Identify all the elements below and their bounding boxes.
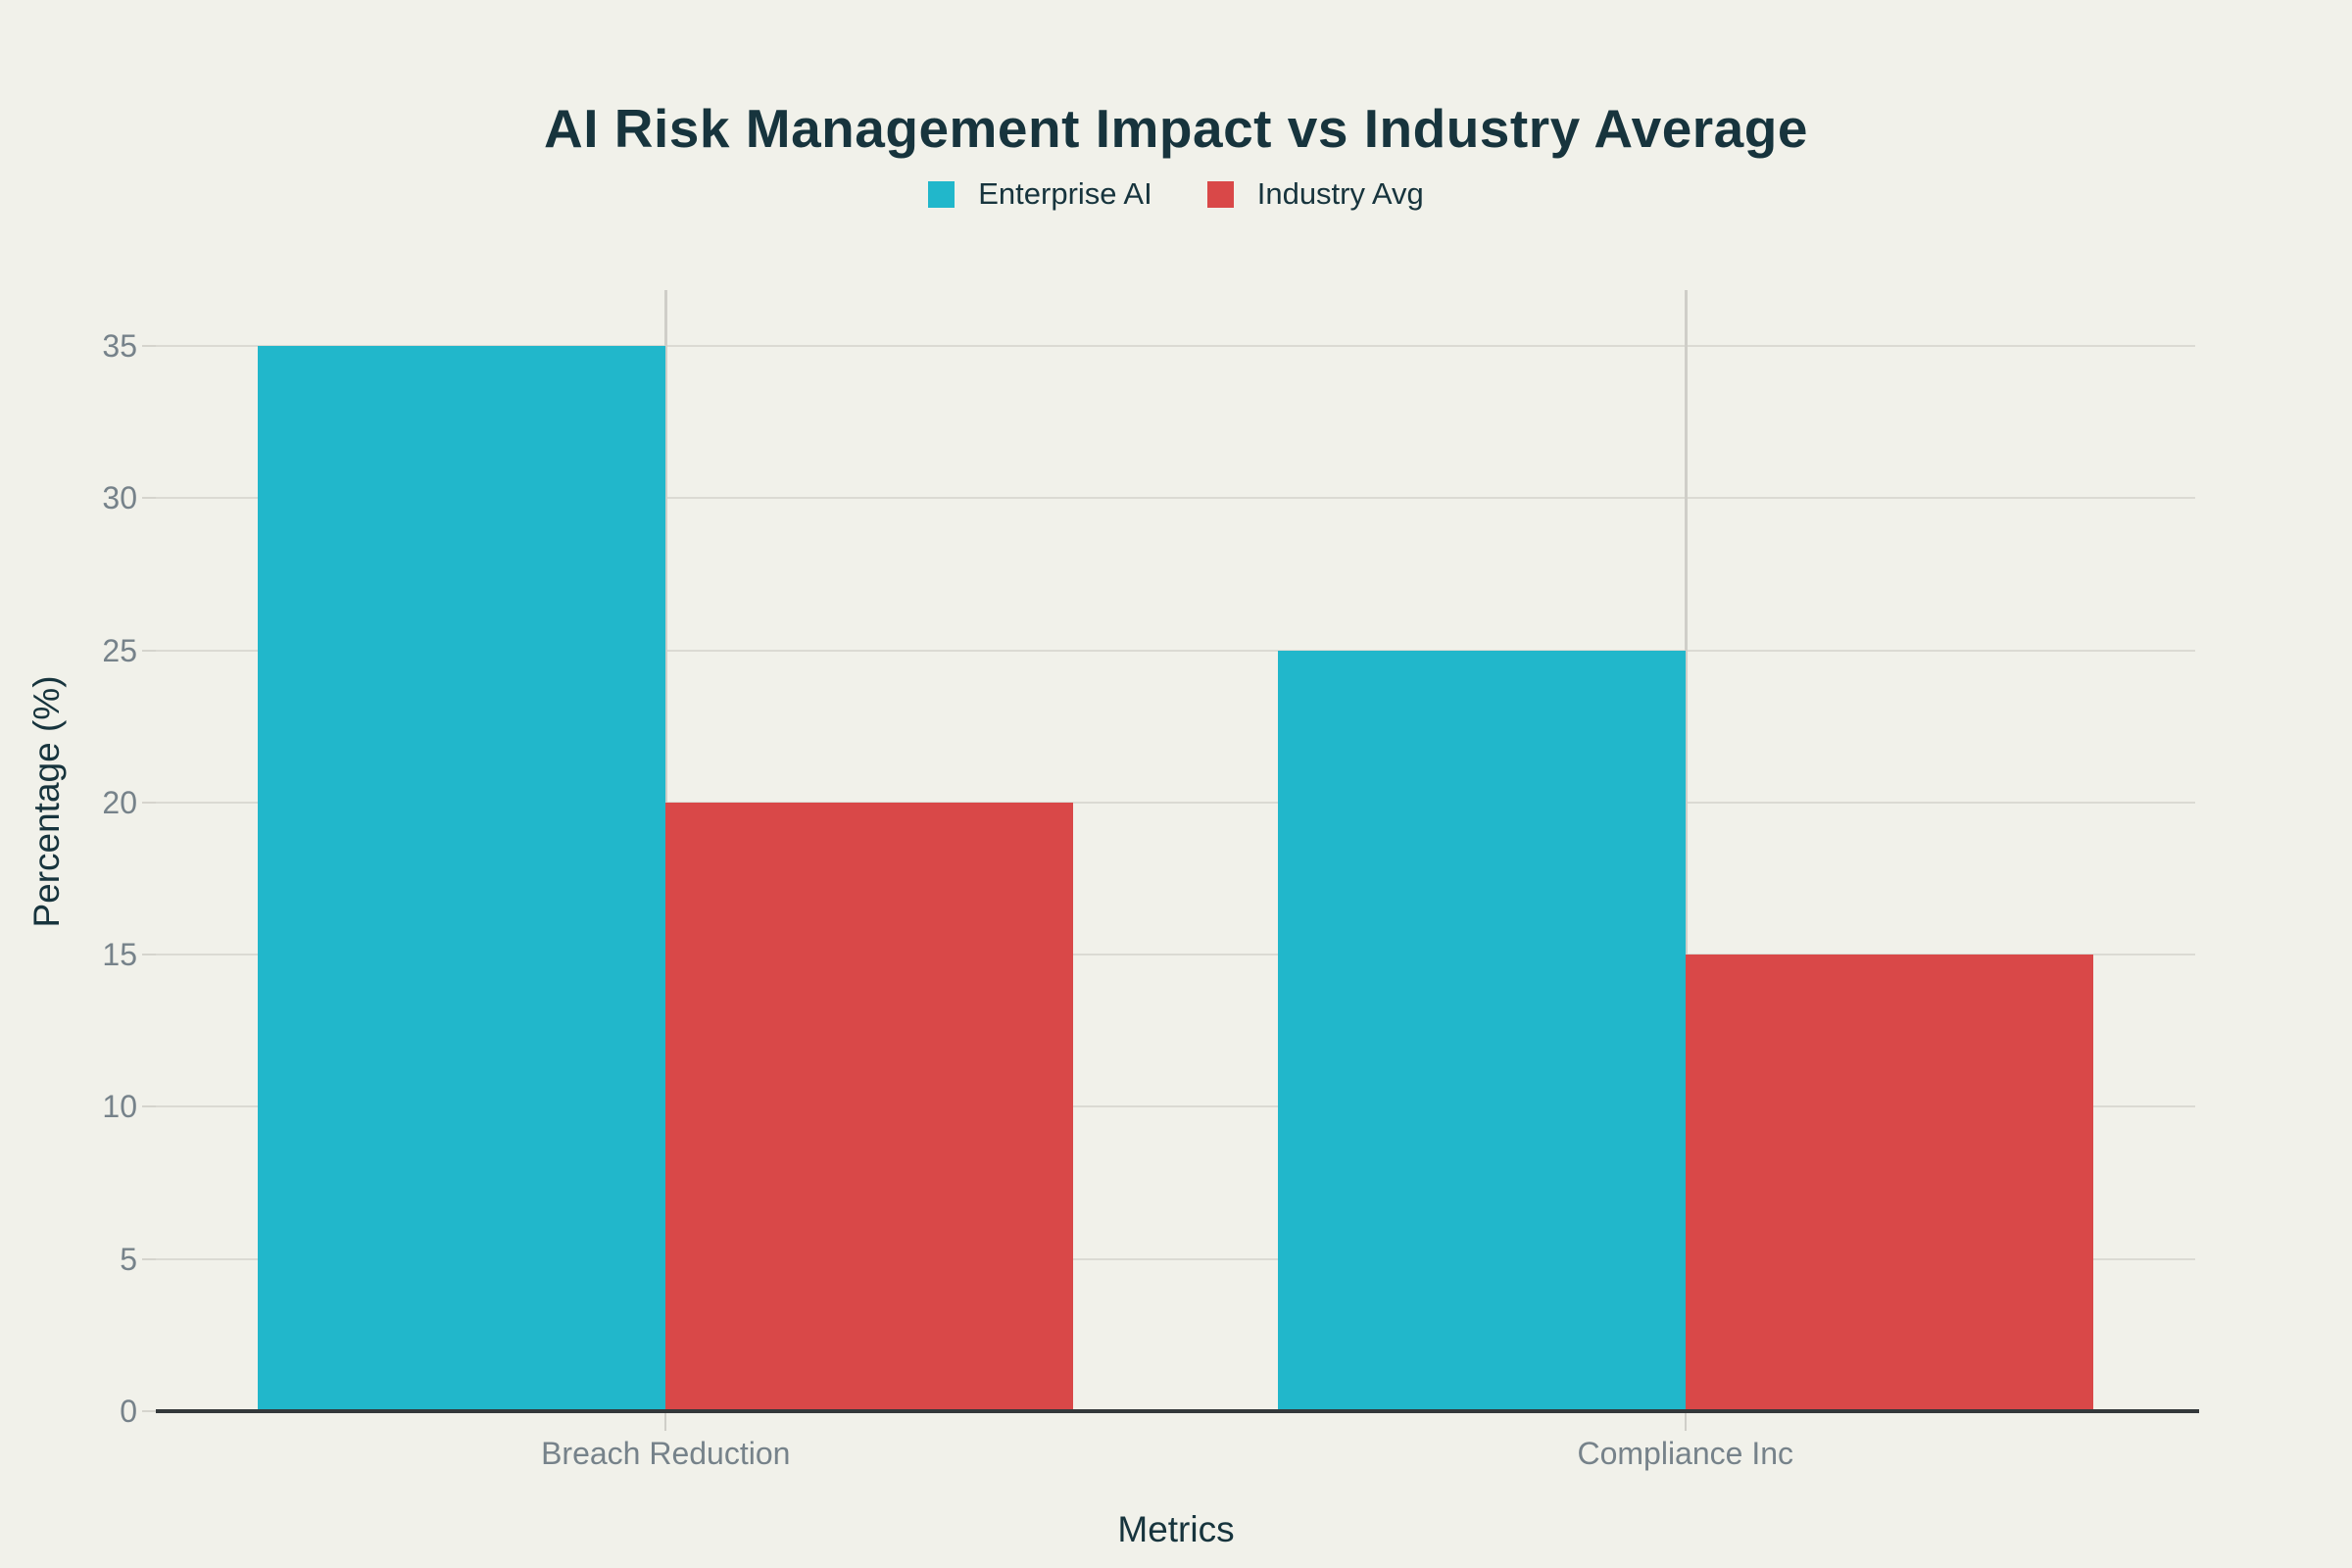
y-tick-mark-10 xyxy=(142,1105,156,1108)
gridline-y-10 xyxy=(156,1105,2195,1108)
gridline-y-30 xyxy=(156,497,2195,500)
gridline-y-5 xyxy=(156,1257,2195,1260)
y-tick-label-35: 35 xyxy=(102,328,137,364)
bar-industry-avg-breach-reduction xyxy=(665,802,1074,1411)
legend-item-industry-avg[interactable]: Industry Avg xyxy=(1206,176,1424,212)
x-axis-line xyxy=(156,1409,2199,1413)
y-tick-label-10: 10 xyxy=(102,1089,137,1125)
y-tick-mark-30 xyxy=(142,497,156,500)
x-tick-label-1: Compliance Inc xyxy=(1577,1436,1794,1471)
legend-swatch-enterprise-ai-icon xyxy=(928,180,956,208)
legend-swatch-industry-avg-icon xyxy=(1206,180,1234,208)
y-tick-label-0: 0 xyxy=(120,1394,137,1429)
bar-enterprise-ai-compliance-inc xyxy=(1277,650,1686,1411)
gridline-y-25 xyxy=(156,649,2195,652)
chart-title: AI Risk Management Impact vs Industry Av… xyxy=(544,97,1808,159)
y-tick-mark-0 xyxy=(142,1410,156,1412)
bar-industry-avg-compliance-inc xyxy=(1685,955,2093,1411)
y-tick-mark-20 xyxy=(142,801,156,804)
legend: Enterprise AI Industry Avg xyxy=(0,176,2352,212)
x-tick-label-0: Breach Reduction xyxy=(541,1436,791,1471)
y-tick-mark-25 xyxy=(142,649,156,652)
gridline-y-15 xyxy=(156,954,2195,956)
legend-label-industry-avg: Industry Avg xyxy=(1256,176,1424,211)
y-tick-label-25: 25 xyxy=(102,632,137,668)
legend-item-enterprise-ai[interactable]: Enterprise AI xyxy=(928,176,1152,212)
y-tick-mark-35 xyxy=(142,345,156,347)
y-axis-title: Percentage (%) xyxy=(26,675,67,928)
y-tick-label-20: 20 xyxy=(102,784,137,820)
x-tick-mark-0 xyxy=(664,1413,667,1431)
legend-label-enterprise-ai: Enterprise AI xyxy=(978,176,1152,211)
bar-enterprise-ai-breach-reduction xyxy=(258,346,666,1411)
gridline-x-1 xyxy=(1684,290,1688,1411)
gridline-y-35 xyxy=(156,345,2195,347)
y-tick-label-30: 30 xyxy=(102,480,137,516)
y-tick-label-5: 5 xyxy=(120,1241,137,1277)
x-axis-title: Metrics xyxy=(1117,1509,1235,1549)
gridline-y-20 xyxy=(156,801,2195,804)
y-tick-mark-5 xyxy=(142,1257,156,1260)
y-tick-mark-15 xyxy=(142,954,156,956)
x-tick-mark-1 xyxy=(1684,1413,1687,1431)
y-tick-label-15: 15 xyxy=(102,937,137,973)
